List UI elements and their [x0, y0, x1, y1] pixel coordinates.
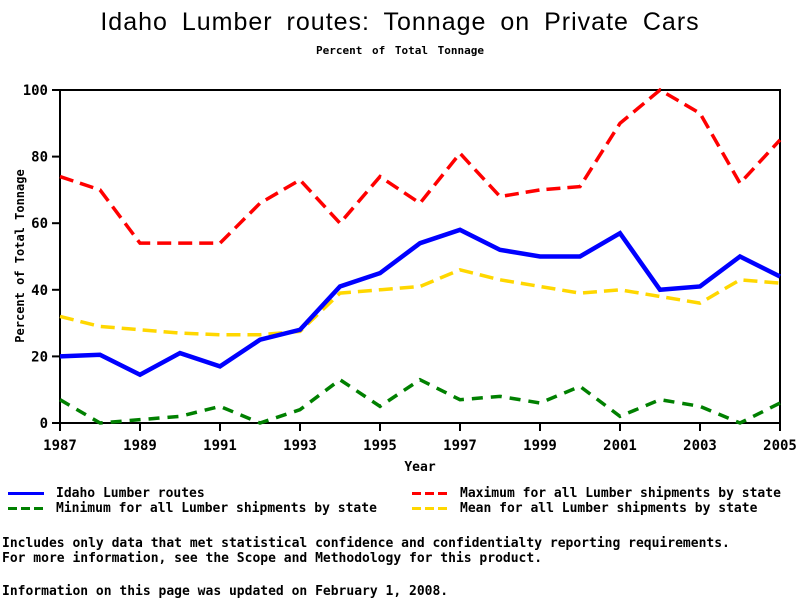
- footnote-updated-date: Information on this page was updated on …: [2, 584, 449, 599]
- x-tick-label: 1993: [283, 438, 317, 454]
- y-axis-title: Percent of Total Tonnage: [13, 169, 27, 343]
- line-chart-plot-area: 0 20 40 60 80 100 1987 1989 1991 1993 1995 1997 1999…: [23, 83, 797, 454]
- y-tick-label: 40: [31, 283, 48, 299]
- series-line-maximum-for-all-lumber-shipments-by-state: [59, 87, 782, 245]
- x-tick-label: 1987: [43, 438, 77, 454]
- legend-item-minimum: Minimum for all Lumber shipments by stat…: [8, 500, 377, 516]
- chart-subtitle: Percent of Total Tonnage: [316, 44, 484, 57]
- legend-item-maximum: Maximum for all Lumber shipments by stat…: [412, 485, 781, 501]
- legend-swatch-yellow-dashed-line: [412, 506, 448, 510]
- y-tick-label: 80: [31, 150, 48, 166]
- legend-label: Idaho Lumber routes: [56, 485, 205, 501]
- series-line-idaho-lumber-routes: [59, 227, 782, 378]
- chart-title: Idaho Lumber routes: Tonnage on Private …: [100, 8, 700, 36]
- x-tick-label: 2001: [603, 438, 637, 454]
- legend-item-mean: Mean for all Lumber shipments by state: [412, 500, 758, 516]
- legend-item-idaho-lumber-routes: Idaho Lumber routes: [8, 485, 205, 501]
- x-axis-title: Year: [404, 460, 436, 475]
- x-tick-label: 2005: [763, 438, 797, 454]
- y-tick-label: 100: [23, 83, 48, 99]
- series-line-mean-for-all-lumber-shipments-by-state: [59, 267, 781, 337]
- x-tick-label: 1997: [443, 438, 477, 454]
- footnote-confidence: Includes only data that met statistical …: [2, 536, 730, 551]
- legend-swatch-red-dashed-line: [412, 491, 448, 495]
- x-tick-label: 1989: [123, 438, 157, 454]
- x-tick-label: 1991: [203, 438, 237, 454]
- y-tick-label: 0: [40, 416, 48, 432]
- x-tick-label: 2003: [683, 438, 717, 454]
- series-line-minimum-for-all-lumber-shipments-by-state: [59, 377, 781, 425]
- y-tick-label: 20: [31, 349, 48, 365]
- plot-frame: [59, 89, 781, 424]
- legend-label: Mean for all Lumber shipments by state: [460, 500, 758, 516]
- x-tick-label: 1995: [363, 438, 397, 454]
- legend-label: Minimum for all Lumber shipments by stat…: [56, 500, 377, 516]
- x-tick-label: 1999: [523, 438, 557, 454]
- y-tick-label: 60: [31, 216, 48, 232]
- legend-swatch-green-dashed-line: [8, 506, 44, 510]
- legend-swatch-blue-solid-line: [8, 491, 44, 495]
- footnote-scope: For more information, see the Scope and …: [2, 551, 543, 566]
- legend-label: Maximum for all Lumber shipments by stat…: [460, 485, 781, 501]
